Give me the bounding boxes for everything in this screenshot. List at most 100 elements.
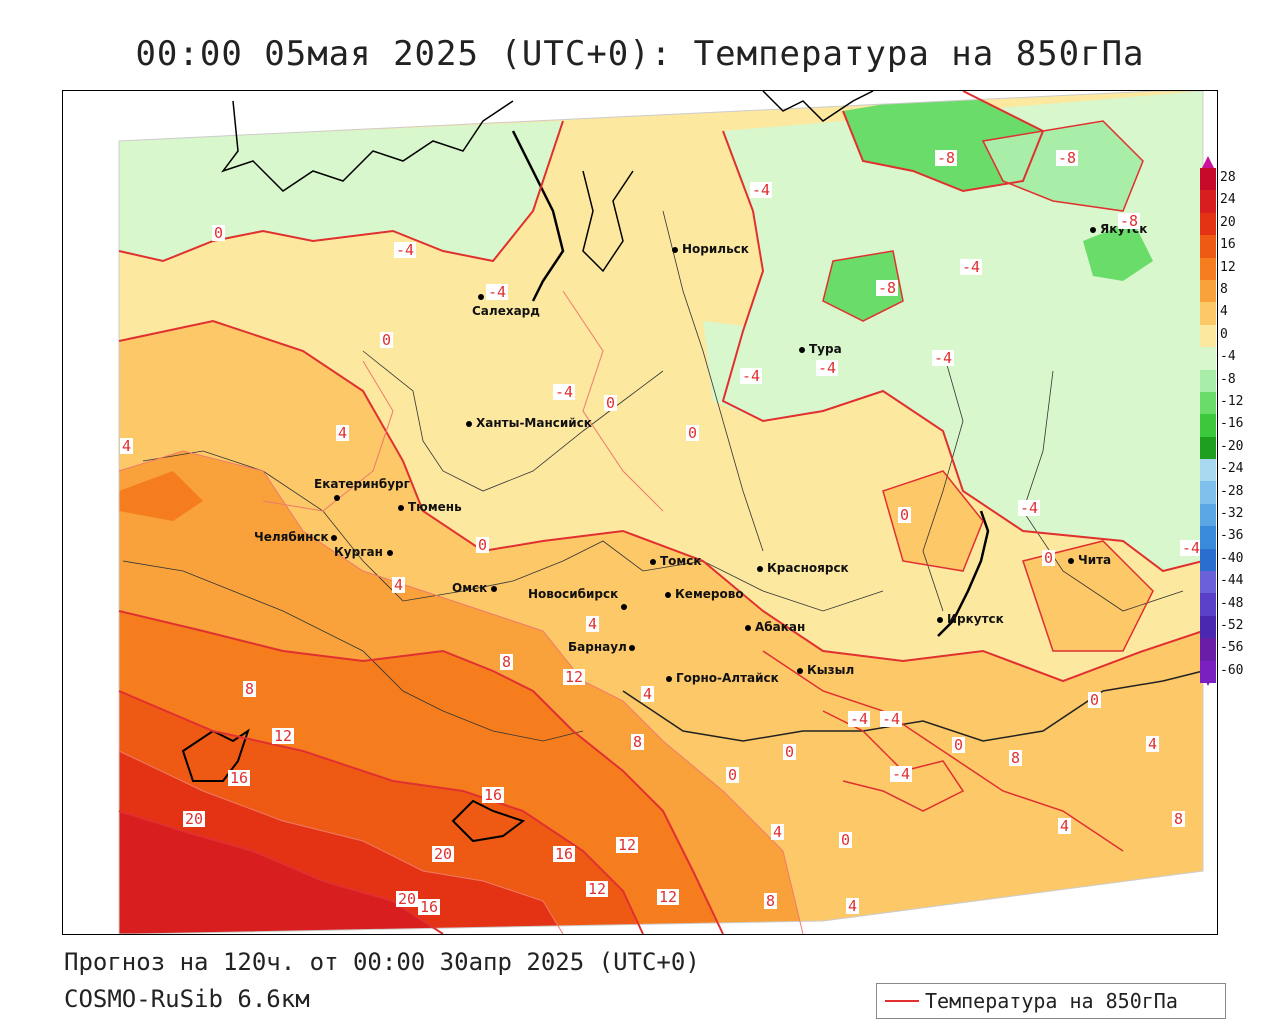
- model-info: COSMO-RuSib 6.6км: [64, 985, 310, 1013]
- city-marker-icon: [466, 420, 472, 427]
- city-marker-icon: [666, 675, 672, 682]
- colorbar-tick-label: -48: [1220, 595, 1244, 611]
- city-marker-icon: [478, 293, 484, 300]
- contour-label: 0: [726, 766, 740, 784]
- contour-label: 4: [392, 576, 406, 594]
- contour-label: -8: [935, 149, 958, 167]
- colorbar-cell: [1200, 548, 1216, 572]
- colorbar: [1200, 168, 1216, 683]
- city-marker-icon: [330, 534, 337, 541]
- contour-label: 12: [586, 880, 609, 898]
- colorbar-cell: [1200, 279, 1216, 303]
- colorbar-tick-label: 12: [1220, 259, 1236, 275]
- colorbar-tick-label: -52: [1220, 618, 1244, 633]
- colorbar-cell: [1200, 436, 1216, 460]
- contour-label: 8: [500, 653, 514, 671]
- colorbar-tick-label: -16: [1220, 416, 1244, 432]
- colorbar-tick-label: -56: [1220, 640, 1244, 656]
- colorbar-tick-label: 4: [1220, 304, 1228, 320]
- city-marker-icon: [491, 585, 498, 592]
- contour-label: 20: [396, 890, 419, 908]
- contour-label: -4: [816, 359, 839, 377]
- city-tyumen: Тюмень: [398, 500, 462, 514]
- colorbar-tick-label: -28: [1220, 483, 1244, 499]
- contour-label: 0: [898, 506, 912, 524]
- colorbar-tick-label: -40: [1220, 550, 1244, 566]
- contour-label: -4: [1018, 499, 1041, 517]
- city-marker-icon: [628, 644, 635, 651]
- contour-label: 8: [631, 733, 645, 751]
- contour-label: 0: [952, 736, 966, 754]
- contour-label: 8: [243, 680, 257, 698]
- contour-label: -8: [876, 279, 899, 297]
- contour-label: 4: [771, 823, 785, 841]
- city-irkutsk: Иркутск: [937, 612, 1004, 626]
- colorbar-tick-label: 0: [1220, 326, 1228, 342]
- city-chita: Чита: [1068, 553, 1111, 567]
- city-khanty-mansiysk: Ханты-Мансийск: [466, 416, 592, 430]
- colorbar-tick-label: -8: [1220, 371, 1236, 387]
- city-marker-icon: [650, 558, 656, 565]
- contour-label: 16: [482, 786, 505, 804]
- colorbar-tick-label: -60: [1220, 662, 1244, 678]
- contour-label: 0: [1042, 549, 1056, 567]
- contour-label: 0: [212, 224, 226, 242]
- city-yekaterinburg-label: Екатеринбург: [314, 477, 410, 491]
- colorbar-tick-label: -36: [1220, 528, 1244, 544]
- city-chelyabinsk: Челябинск: [254, 530, 341, 544]
- colorbar-cell: [1200, 571, 1216, 594]
- city-novosibirsk: [621, 599, 631, 613]
- contour-label: -4: [890, 765, 913, 783]
- city-kurgan: Курган: [334, 545, 397, 559]
- contour-label: 4: [846, 897, 860, 915]
- contour-label: -4: [750, 181, 773, 199]
- contour-label: 8: [1172, 810, 1186, 828]
- city-marker-icon: [1090, 226, 1096, 233]
- colorbar-tick-label: -32: [1220, 506, 1244, 521]
- city-marker-icon: [937, 616, 943, 623]
- city-novosibirsk-label: Новосибирск: [528, 587, 619, 601]
- colorbar-cell: [1200, 324, 1216, 348]
- contour-label: 20: [183, 810, 206, 828]
- city-tura: Тура: [799, 342, 842, 356]
- colorbar-tick-label: -44: [1220, 573, 1244, 589]
- city-marker-icon: [1068, 557, 1074, 564]
- city-marker-icon: [386, 549, 393, 556]
- contour-label: -4: [1180, 539, 1203, 557]
- colorbar-cell: [1200, 503, 1216, 527]
- contour-label: 12: [616, 836, 639, 854]
- colorbar-cell: [1200, 481, 1216, 504]
- city-marker-icon: [799, 346, 805, 353]
- colorbar-tick-label: 16: [1220, 237, 1236, 253]
- colorbar-tick-label: 20: [1220, 214, 1236, 230]
- city-salekhard: [478, 289, 488, 303]
- city-norilsk: Норильск: [672, 242, 749, 256]
- colorbar-cell: [1200, 391, 1216, 415]
- contour-label: 16: [228, 769, 251, 787]
- contour-label: 0: [380, 331, 394, 349]
- colorbar-tick-label: -12: [1220, 394, 1244, 409]
- contour-label: 4: [1058, 817, 1072, 835]
- city-marker-icon: [398, 504, 404, 511]
- colorbar-cell: [1200, 212, 1216, 236]
- colorbar-cell: [1200, 302, 1216, 325]
- colorbar-cell: [1200, 593, 1216, 616]
- city-marker-icon: [757, 565, 763, 572]
- city-marker-icon: [797, 667, 803, 674]
- contour-label: 12: [657, 888, 680, 906]
- city-kyzyl: Кызыл: [797, 663, 854, 677]
- contour-label: 0: [686, 424, 700, 442]
- colorbar-cell: [1200, 526, 1216, 549]
- contour-label: 4: [120, 437, 134, 455]
- colorbar-tick-label: -20: [1220, 438, 1244, 454]
- colorbar-min-arrow-icon: [1200, 670, 1216, 686]
- contour-label: -8: [1056, 149, 1079, 167]
- contour-label: 0: [1088, 691, 1102, 709]
- city-marker-icon: [745, 624, 751, 631]
- city-abakan: Абакан: [745, 620, 805, 634]
- colorbar-cell: [1200, 414, 1216, 437]
- forecast-info: Прогноз на 120ч. от 00:00 30апр 2025 (UT…: [64, 948, 700, 976]
- contour-label: 20: [432, 845, 455, 863]
- colorbar-cell: [1200, 257, 1216, 280]
- colorbar-tick-label: -24: [1220, 461, 1244, 477]
